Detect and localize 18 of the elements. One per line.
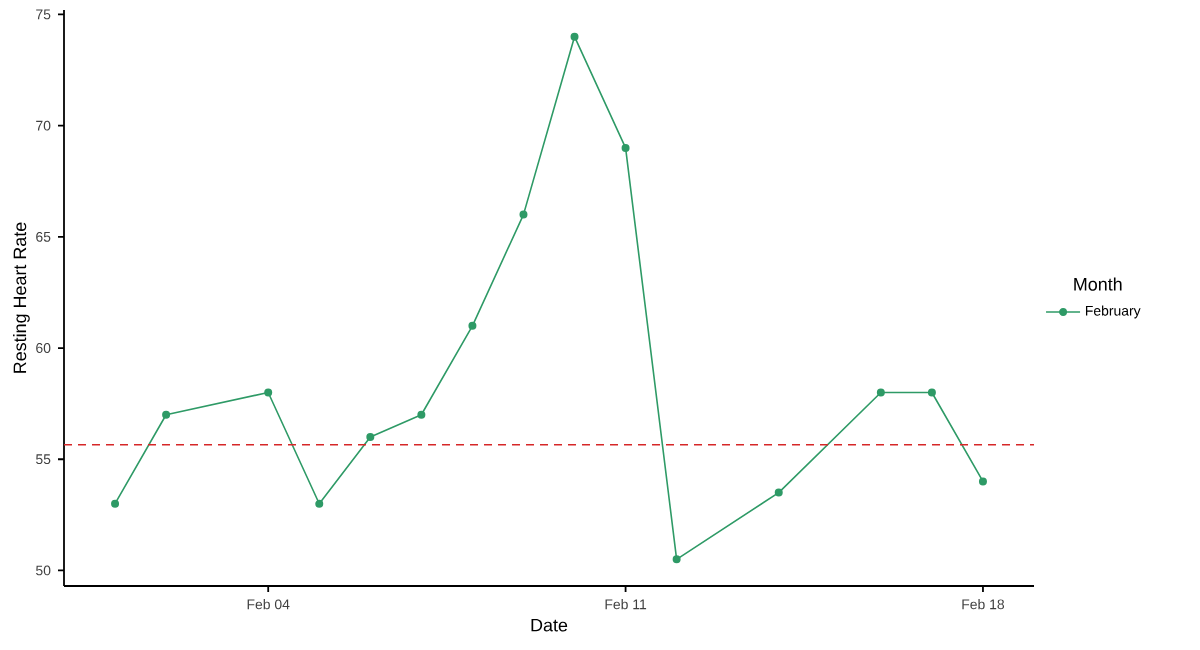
point [519,210,528,219]
point [927,388,936,397]
point [468,321,477,330]
point [876,388,885,397]
point [570,32,579,41]
point [672,555,681,564]
point [315,499,324,508]
legend-title: Month [1074,277,1122,291]
y-axis-title: Resting Heart Rate [13,222,30,373]
point [417,410,426,419]
point [111,499,120,508]
x-axis-title: Date [531,618,568,632]
point [264,388,273,397]
point [774,488,783,497]
point [162,410,171,419]
point [621,143,630,152]
point [978,477,987,486]
point [366,433,375,441]
